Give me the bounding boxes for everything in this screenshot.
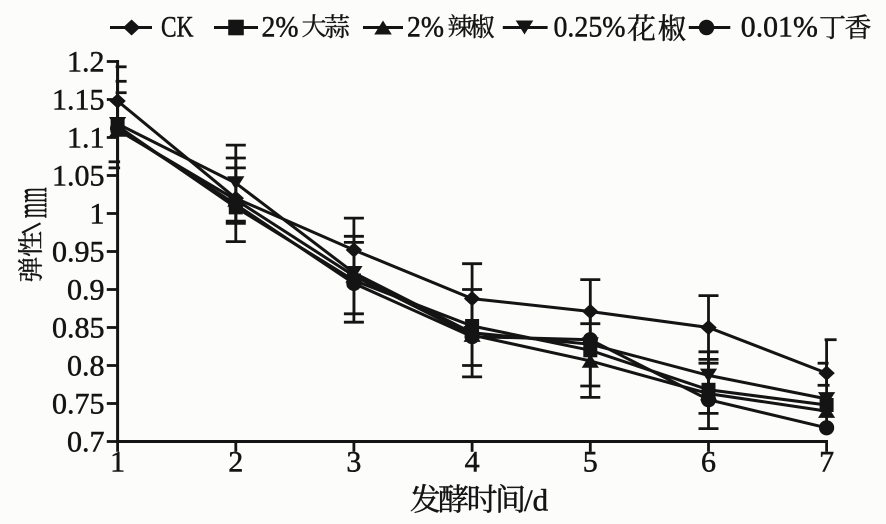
svg-text:0.25%: 0.25%: [554, 11, 626, 44]
svg-text:0.85: 0.85: [52, 311, 105, 344]
svg-text:0.9: 0.9: [67, 273, 105, 306]
svg-text:/d: /d: [524, 482, 549, 517]
svg-text:2%: 2%: [262, 11, 299, 44]
svg-text:CK: CK: [161, 11, 194, 44]
svg-text:0.75: 0.75: [52, 387, 105, 420]
svg-text:2: 2: [228, 446, 243, 479]
svg-text:mm: mm: [6, 187, 57, 218]
svg-text:3: 3: [346, 446, 361, 479]
svg-text:1.15: 1.15: [52, 83, 105, 116]
svg-text:6: 6: [701, 446, 716, 479]
svg-text:7: 7: [819, 446, 834, 479]
svg-text:1.1: 1.1: [67, 121, 105, 154]
svg-text:1: 1: [90, 197, 105, 230]
svg-text:1.2: 1.2: [67, 45, 105, 78]
svg-text:1.05: 1.05: [52, 159, 105, 192]
svg-text:5: 5: [583, 446, 598, 479]
svg-text:1: 1: [110, 446, 125, 479]
svg-text:0.7: 0.7: [67, 425, 105, 458]
svg-text:0.8: 0.8: [67, 349, 105, 382]
svg-text:4: 4: [465, 446, 480, 479]
svg-text:0.95: 0.95: [52, 235, 105, 268]
svg-text:0.01%: 0.01%: [741, 11, 818, 44]
svg-text:2%: 2%: [407, 11, 444, 44]
